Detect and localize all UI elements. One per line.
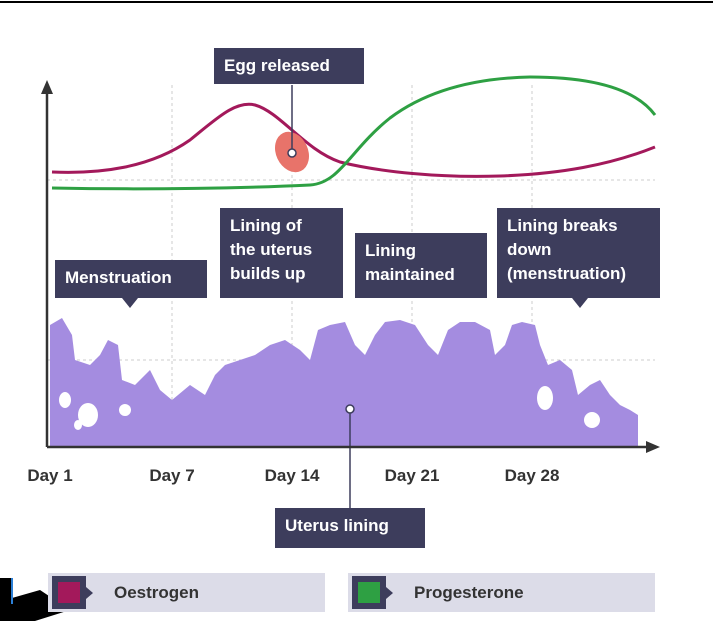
x-label: Day 21	[384, 466, 440, 485]
axes	[41, 80, 660, 453]
progesterone-curve	[51, 75, 657, 191]
label: down	[507, 240, 552, 259]
label-box: Lining of the uterus builds up	[220, 208, 343, 298]
uterus-lining-shape	[50, 318, 638, 447]
label: Lining breaks	[507, 216, 618, 235]
label: Menstruation	[65, 268, 172, 287]
x-label: Day 28	[504, 466, 560, 485]
label: Lining of	[230, 216, 302, 235]
lining-dot	[345, 404, 355, 414]
legend-swatch	[352, 576, 393, 609]
label: maintained	[365, 265, 455, 284]
x-label: Day 7	[149, 466, 195, 485]
x-label: Day 1	[27, 466, 73, 485]
label: Uterus lining	[285, 516, 389, 535]
label: (menstruation)	[507, 264, 626, 283]
legend-label: Oestrogen	[114, 583, 200, 602]
label-box: Egg released	[214, 48, 364, 84]
label-box: Menstruation	[55, 260, 207, 298]
legend-item: Oestrogen	[48, 573, 325, 612]
legend-item: Progesterone	[348, 573, 655, 612]
label-box: Lining breaks down (menstruation)	[497, 208, 660, 298]
box-pointers	[122, 298, 588, 308]
egg-dot	[287, 148, 297, 158]
legend-swatch	[52, 576, 93, 609]
label-box: Lining maintained	[355, 233, 487, 298]
label: Egg released	[224, 56, 330, 75]
label: Lining	[365, 241, 416, 260]
oestrogen-curve	[51, 102, 656, 178]
label: builds up	[230, 264, 306, 283]
lining-holes	[59, 386, 600, 430]
legend-label: Progesterone	[414, 583, 524, 602]
label-box: Uterus lining	[275, 508, 425, 548]
label: the uterus	[230, 240, 313, 259]
x-label: Day 14	[264, 466, 320, 485]
